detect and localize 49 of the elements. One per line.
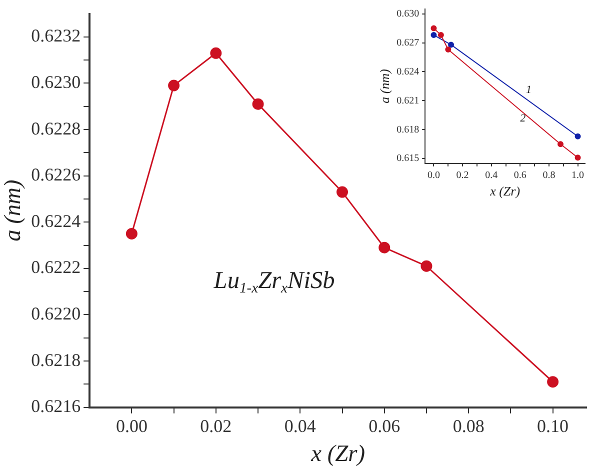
point	[336, 186, 348, 198]
y-tick-label: 0.630	[396, 8, 420, 20]
x-tick-label: 0.02	[200, 416, 232, 436]
y-axis-title: a (nm)	[377, 69, 392, 104]
y-tick-label: 0.618	[396, 124, 420, 136]
y-axis-title: a (nm)	[0, 180, 26, 242]
y-tick-label: 0.6230	[31, 72, 81, 92]
y-tick-label: 0.6228	[31, 118, 81, 138]
y-tick-label: 0.627	[396, 37, 420, 48]
point	[168, 80, 180, 92]
point	[438, 32, 444, 38]
y-tick-label: 0.6222	[31, 257, 81, 278]
x-tick-label: 0.08	[452, 416, 484, 436]
point	[574, 133, 581, 140]
point	[252, 98, 264, 110]
x-tick-label: 0.06	[368, 416, 400, 436]
x-axis-title: x (Zr)	[310, 441, 366, 468]
x-tick-label: 0.6	[514, 170, 526, 182]
x-tick-label: 0.00	[116, 416, 148, 436]
x-tick-label: 0.8	[542, 170, 556, 182]
point	[378, 242, 390, 254]
annotation: 1	[526, 84, 532, 96]
x-tick-label: 1.0	[572, 170, 584, 182]
point	[126, 228, 138, 240]
point	[420, 260, 432, 272]
x-tick-label: 0.10	[537, 416, 569, 436]
annotation: 2	[520, 112, 526, 125]
y-tick-label: 0.6224	[31, 210, 81, 231]
point	[210, 47, 222, 59]
y-tick-label: 0.6218	[31, 350, 81, 370]
point	[430, 25, 437, 32]
x-tick-label: 0.4	[485, 170, 498, 182]
point	[558, 141, 564, 148]
point	[445, 46, 452, 53]
point	[574, 154, 581, 161]
y-tick-label: 0.615	[396, 153, 420, 164]
x-tick-label: 0.0	[427, 170, 440, 182]
x-tick-label: 0.04	[284, 416, 316, 436]
y-tick-label: 0.6232	[31, 26, 81, 46]
x-tick-label: 0.2	[456, 170, 469, 182]
y-tick-label: 0.6220	[31, 303, 81, 324]
x-axis-title: x (Zr)	[489, 184, 520, 199]
point	[448, 42, 454, 48]
y-tick-label: 0.6216	[31, 396, 81, 416]
point	[430, 32, 437, 38]
y-tick-label: 0.6226	[31, 164, 81, 185]
point	[547, 376, 559, 388]
y-tick-label: 0.624	[396, 66, 420, 78]
y-tick-label: 0.621	[396, 95, 420, 106]
